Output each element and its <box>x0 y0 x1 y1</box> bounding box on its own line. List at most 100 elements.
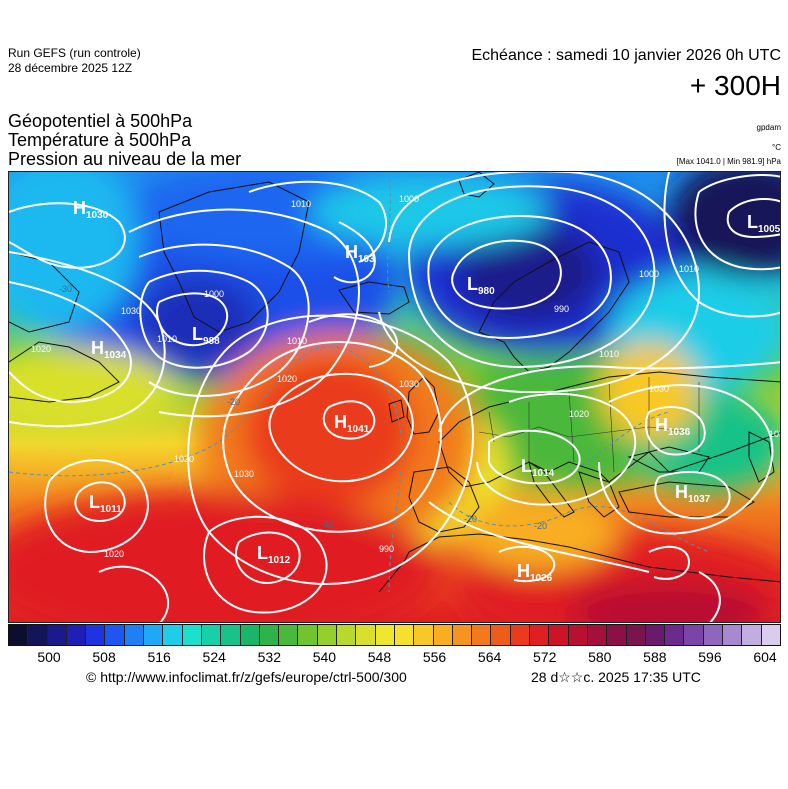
color-scale-tick: 556 <box>422 649 447 665</box>
color-swatch <box>549 625 569 645</box>
color-swatch <box>414 625 434 645</box>
unit-geopotential: gpdam <box>756 123 781 132</box>
pressure-center: L1005 <box>747 212 781 235</box>
color-swatch <box>9 625 29 645</box>
isobar-label: 1000 <box>639 269 659 279</box>
color-swatch <box>568 625 588 645</box>
isobar-label: 1030 <box>234 469 254 479</box>
color-swatch <box>240 625 260 645</box>
unit-pressure: [Max 1041.0 | Min 981.9] hPa <box>676 157 781 166</box>
param-geopotential: Géopotentiel à 500hPa <box>8 111 193 131</box>
temperature-label: -30 <box>59 284 72 294</box>
color-swatch <box>703 625 723 645</box>
color-scale-tick: 532 <box>257 649 281 665</box>
color-swatch <box>317 625 338 645</box>
color-swatch <box>86 625 106 645</box>
pressure-center: H1037 <box>675 482 711 505</box>
color-swatch <box>472 625 492 645</box>
lead-time: + 300H <box>689 70 781 101</box>
color-swatch <box>356 625 376 645</box>
temperature-label: -20 <box>227 397 240 407</box>
temperature-isotherms <box>9 172 710 593</box>
isobar-label: 1000 <box>204 289 224 299</box>
color-swatch <box>761 625 780 645</box>
color-swatch <box>491 625 511 645</box>
color-swatch <box>375 625 395 645</box>
color-swatch <box>742 625 762 645</box>
isobar-label: 1010 <box>599 349 619 359</box>
isobar-label: 990 <box>554 304 569 314</box>
color-scale-tick: 588 <box>643 649 667 665</box>
color-swatch <box>394 625 415 645</box>
weather-map-canvas: 1010 1000 1030 1020 1010 1000 990 1010 1… <box>9 172 781 622</box>
run-date: 28 décembre 2025 12Z <box>8 61 133 75</box>
color-swatch <box>626 625 646 645</box>
color-swatch <box>510 625 531 645</box>
pressure-center: H103 <box>345 242 375 265</box>
isobar-label: 1010 <box>291 199 311 209</box>
temperature-label: -20 <box>464 514 477 524</box>
color-scale-tick: 580 <box>588 649 612 665</box>
pressure-center: L980 <box>467 274 495 297</box>
isobar-label: 1020 <box>31 344 51 354</box>
isobar-label: 1010 <box>157 334 177 344</box>
color-scale-tick: 500 <box>37 649 61 665</box>
color-scale-tick: 596 <box>698 649 722 665</box>
param-temperature: Température à 500hPa <box>8 130 192 150</box>
pressure-center: L1011 <box>89 492 122 515</box>
color-scale-tick: 508 <box>92 649 116 665</box>
temperature-label: -20 <box>534 521 547 531</box>
color-scale-tick: 524 <box>202 649 226 665</box>
isobar-label: 1010 <box>679 264 699 274</box>
color-scale-tick: 548 <box>367 649 392 665</box>
color-swatch <box>433 625 453 645</box>
color-swatch <box>279 625 299 645</box>
color-swatch <box>722 625 743 645</box>
isobars <box>9 172 780 622</box>
color-swatch <box>28 625 48 645</box>
color-swatch <box>105 625 125 645</box>
isobar-label: 1030 <box>399 379 419 389</box>
pressure-center: H1030 <box>73 198 109 221</box>
color-swatch <box>47 625 67 645</box>
isobar-label: 1020 <box>277 374 297 384</box>
pressure-center: L1014 <box>521 456 555 479</box>
color-swatch <box>163 625 183 645</box>
color-swatch <box>452 625 473 645</box>
color-scale-tick: 516 <box>147 649 171 665</box>
geopotential-color-field <box>9 172 780 622</box>
color-scale-bar <box>8 624 781 646</box>
isobar-label: 1020 <box>569 409 589 419</box>
pressure-center: L1012 <box>257 543 291 566</box>
color-scale-tick: 564 <box>477 649 502 665</box>
color-swatch <box>298 625 318 645</box>
source-url: © http://www.infoclimat.fr/z/gefs/europe… <box>86 669 407 685</box>
color-swatch <box>684 625 704 645</box>
pressure-center: H1034 <box>91 338 127 361</box>
color-swatch <box>607 625 627 645</box>
generated-timestamp: 28 d☆☆c. 2025 17:35 UTC <box>531 669 701 685</box>
color-swatch <box>182 625 202 645</box>
temperature-labels: -20 -20 -20 -30 -20 <box>59 284 547 531</box>
isobar-label: 1000 <box>399 194 419 204</box>
pressure-center: H1026 <box>517 561 553 584</box>
forecast-time: Echéance : samedi 10 janvier 2026 0h UTC <box>471 47 781 64</box>
unit-temperature: °C <box>772 143 781 152</box>
color-swatch <box>124 625 145 645</box>
color-swatch <box>144 625 164 645</box>
color-scale-tick: 604 <box>753 649 777 665</box>
isobar-label: 1030 <box>769 429 781 439</box>
color-swatch <box>530 625 550 645</box>
color-swatch <box>201 625 222 645</box>
isobar-label: 990 <box>379 544 394 554</box>
color-swatch <box>259 625 280 645</box>
isobar-label: 1030 <box>121 306 141 316</box>
weather-map: 1010 1000 1030 1020 1010 1000 990 1010 1… <box>8 171 781 623</box>
color-swatch <box>66 625 87 645</box>
color-scale-tick: 540 <box>312 649 337 665</box>
isobar-label: 1020 <box>104 549 124 559</box>
pressure-center: H1041 <box>334 412 370 435</box>
color-swatch <box>337 625 357 645</box>
color-swatch <box>587 625 608 645</box>
pressure-center: H1036 <box>655 415 691 438</box>
